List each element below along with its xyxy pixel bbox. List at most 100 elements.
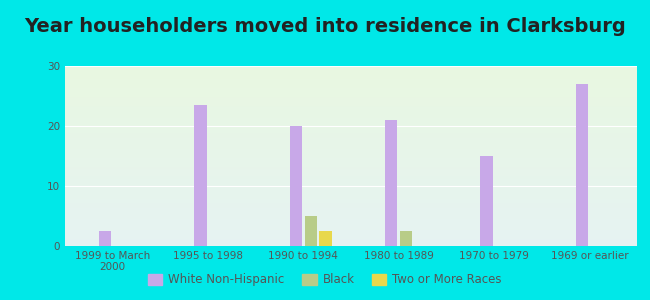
Bar (65, 142, 637, 143)
Bar (65, 203, 637, 205)
Bar (65, 104, 637, 106)
Bar (65, 169, 637, 170)
Text: Year householders moved into residence in Clarksburg: Year householders moved into residence i… (24, 17, 626, 37)
Bar (65, 100, 637, 102)
Bar (65, 215, 637, 217)
Bar (65, 214, 637, 215)
Bar (65, 118, 637, 120)
Bar (65, 68, 637, 70)
Bar (65, 197, 637, 199)
Bar (65, 84, 637, 86)
Bar (65, 129, 637, 131)
Bar (65, 165, 637, 167)
Bar (65, 210, 637, 212)
Bar (65, 98, 637, 100)
Bar (65, 125, 637, 127)
Bar (65, 86, 637, 88)
Bar (65, 109, 637, 111)
Bar (65, 89, 637, 91)
Bar (65, 212, 637, 214)
Bar (65, 230, 637, 232)
Bar (65, 151, 637, 152)
Bar (65, 178, 637, 179)
Bar (576, 84, 588, 246)
Bar (65, 217, 637, 219)
Bar (65, 79, 637, 80)
Bar (400, 231, 412, 246)
Bar (65, 228, 637, 230)
Bar (65, 219, 637, 221)
Bar (65, 223, 637, 224)
Bar (65, 95, 637, 97)
Bar (65, 88, 637, 89)
Bar (385, 120, 397, 246)
Bar (65, 127, 637, 129)
Bar (65, 91, 637, 93)
Bar (65, 208, 637, 210)
Bar (65, 172, 637, 174)
Bar (65, 106, 637, 107)
Bar (65, 149, 637, 151)
Bar (319, 231, 332, 246)
Bar (65, 131, 637, 133)
Bar (65, 116, 637, 118)
Bar (65, 113, 637, 115)
Bar (65, 201, 637, 203)
Bar (65, 73, 637, 75)
Bar (65, 93, 637, 95)
Bar (65, 134, 637, 136)
Bar (65, 194, 637, 196)
Bar (65, 161, 637, 163)
Bar (65, 170, 637, 172)
Bar (65, 188, 637, 190)
Bar (305, 216, 317, 246)
Bar (65, 122, 637, 124)
Bar (65, 147, 637, 149)
Bar (65, 120, 637, 122)
Bar (65, 190, 637, 192)
Bar (65, 124, 637, 125)
Bar (65, 192, 637, 194)
Bar (65, 75, 637, 77)
Bar (65, 199, 637, 201)
Bar (65, 71, 637, 73)
Bar (65, 163, 637, 165)
Bar (194, 105, 207, 246)
Bar (65, 196, 637, 197)
Legend: White Non-Hispanic, Black, Two or More Races: White Non-Hispanic, Black, Two or More R… (144, 269, 506, 291)
Bar (65, 111, 637, 113)
Bar (65, 167, 637, 169)
Bar (65, 97, 637, 98)
Bar (65, 145, 637, 147)
Bar (65, 133, 637, 134)
Bar (65, 80, 637, 82)
Bar (65, 154, 637, 156)
Bar (65, 160, 637, 161)
Bar (65, 152, 637, 154)
Bar (65, 179, 637, 181)
Bar (290, 126, 302, 246)
Bar (65, 66, 637, 68)
Bar (65, 143, 637, 145)
Bar (65, 136, 637, 138)
Bar (480, 156, 493, 246)
Bar (65, 235, 637, 237)
Bar (65, 176, 637, 178)
Bar (65, 232, 637, 233)
Bar (65, 156, 637, 158)
Bar (65, 241, 637, 242)
Bar (65, 187, 637, 188)
Bar (65, 82, 637, 84)
Bar (65, 224, 637, 226)
Bar (65, 221, 637, 223)
Bar (65, 181, 637, 183)
Bar (65, 226, 637, 228)
Bar (65, 183, 637, 185)
Bar (65, 239, 637, 241)
Bar (99, 231, 111, 246)
Bar (65, 102, 637, 104)
Bar (65, 185, 637, 187)
Bar (65, 237, 637, 239)
Bar (65, 115, 637, 116)
Bar (65, 244, 637, 246)
